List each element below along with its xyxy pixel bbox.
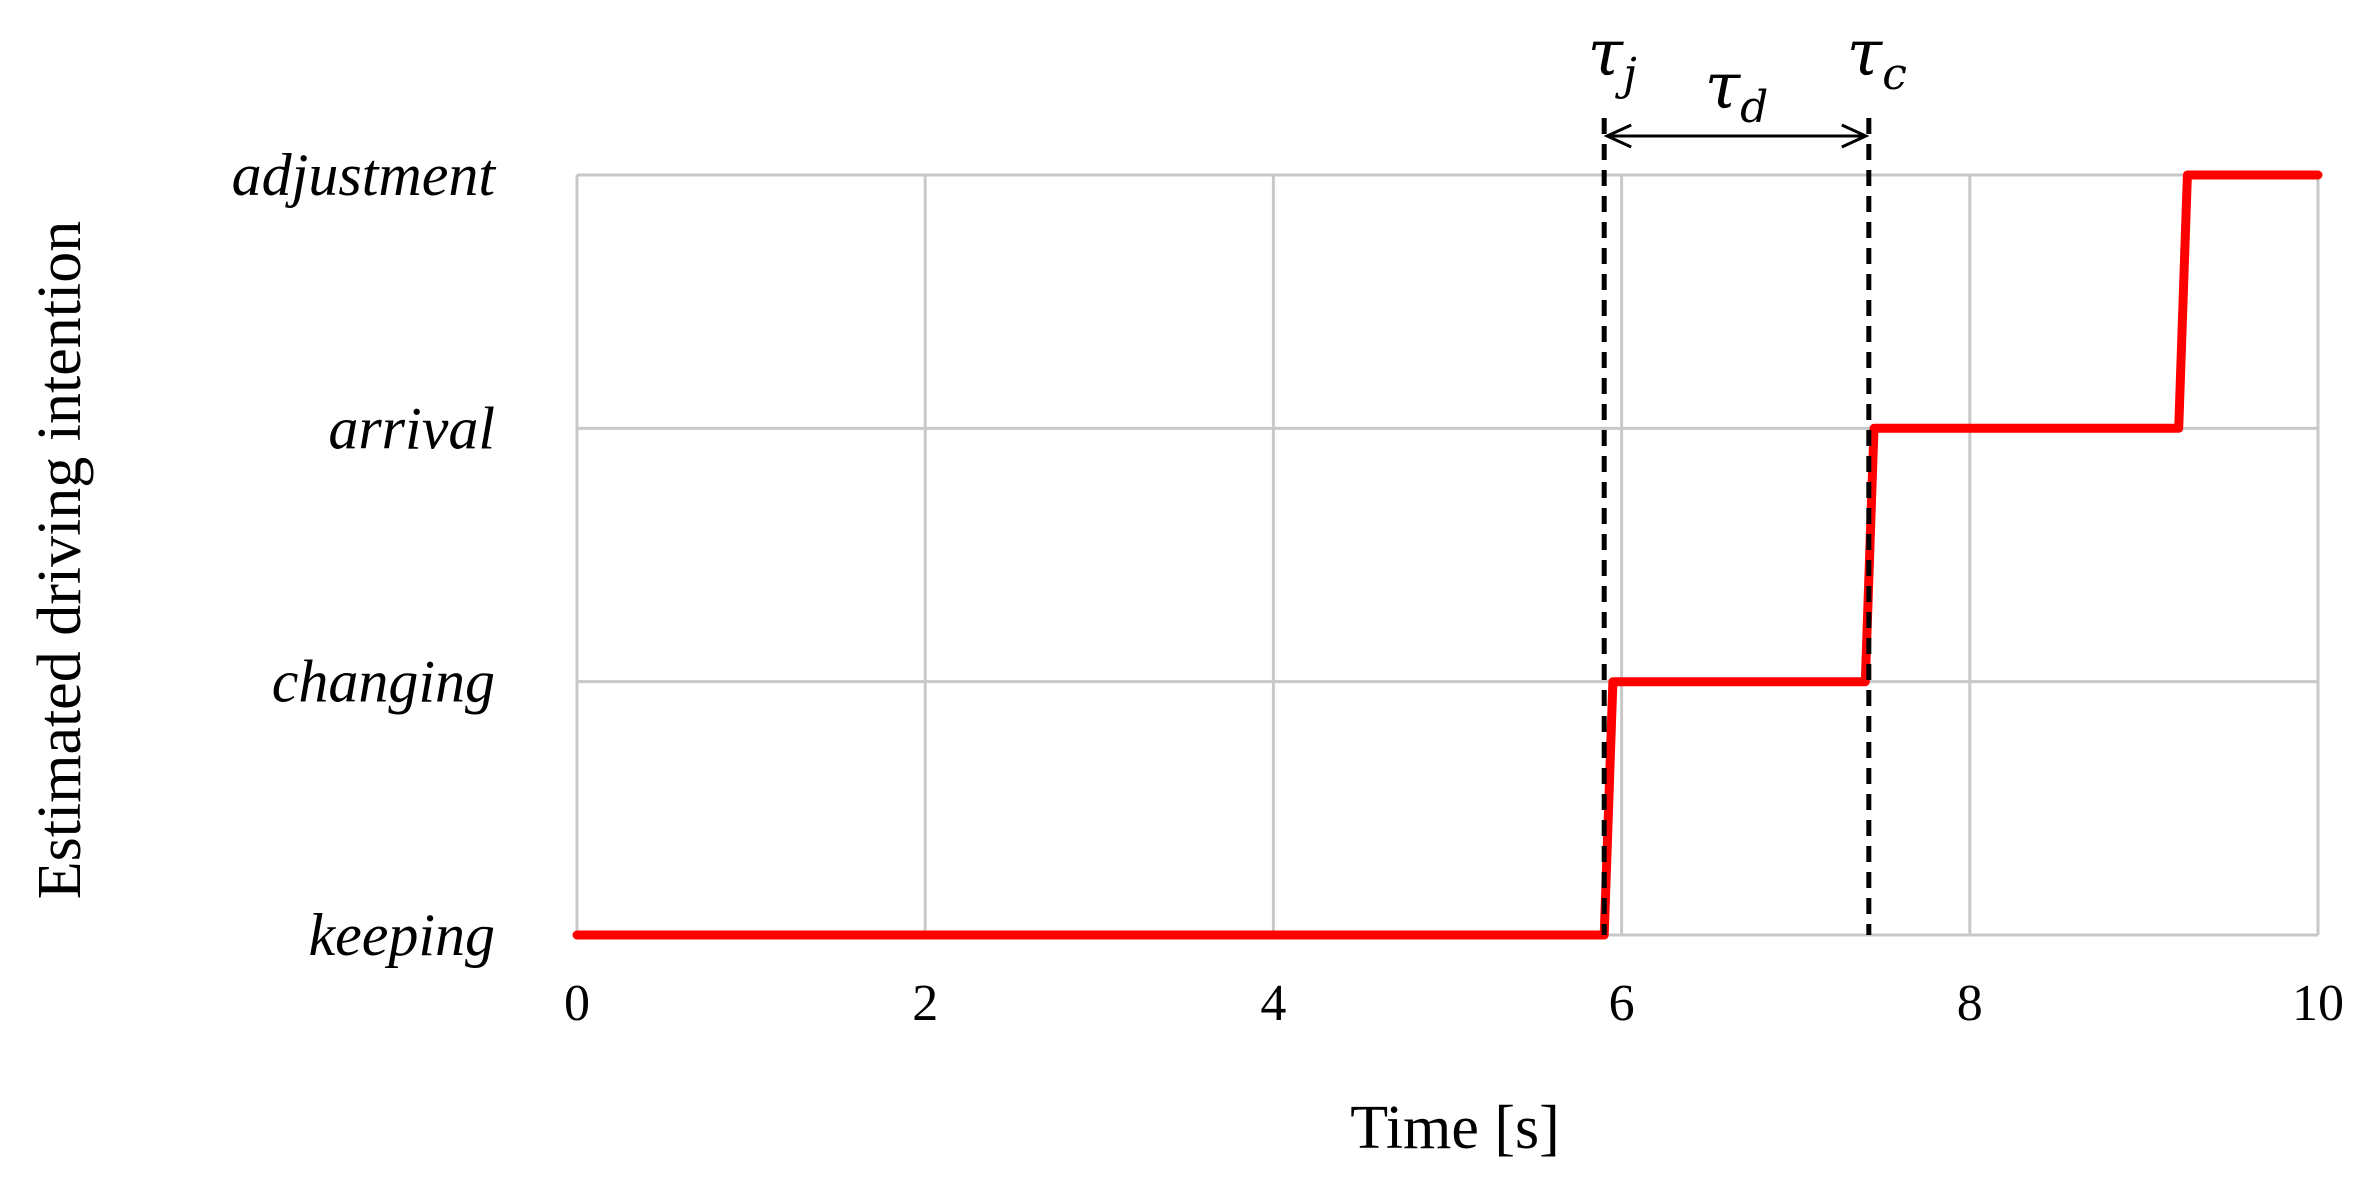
y-tick-label: adjustment: [232, 142, 497, 208]
y-tick-label: keeping: [308, 902, 495, 968]
x-tick-label: 8: [1957, 975, 1983, 1032]
grid: [575, 173, 2320, 937]
y-tick-label: changing: [272, 649, 495, 715]
x-tick-label: 10: [2292, 975, 2344, 1032]
marker-label-j: τj: [1588, 17, 1637, 100]
marker-label-c: τc: [1847, 17, 1907, 100]
x-tick-label: 2: [912, 975, 938, 1032]
y-axis-ticks: keeping changing arrival adjustment: [232, 142, 497, 968]
y-axis-title: Estimated driving intention: [26, 221, 94, 899]
series-group: [572, 170, 2323, 940]
x-tick-label: 0: [564, 975, 590, 1032]
interval-arrow-head-right: [1841, 123, 1870, 149]
y-tick-label: arrival: [328, 395, 495, 461]
x-tick-label: 4: [1260, 975, 1286, 1032]
x-axis-title: Time [s]: [1350, 1094, 1560, 1162]
interval-label-d: τd: [1705, 50, 1769, 133]
x-axis-ticks: 0 2 4 6 8 10: [564, 975, 2344, 1032]
series-line-0: [572, 170, 2323, 940]
x-tick-label: 6: [1609, 975, 1635, 1032]
interval-arrow-head-left: [1603, 123, 1632, 149]
